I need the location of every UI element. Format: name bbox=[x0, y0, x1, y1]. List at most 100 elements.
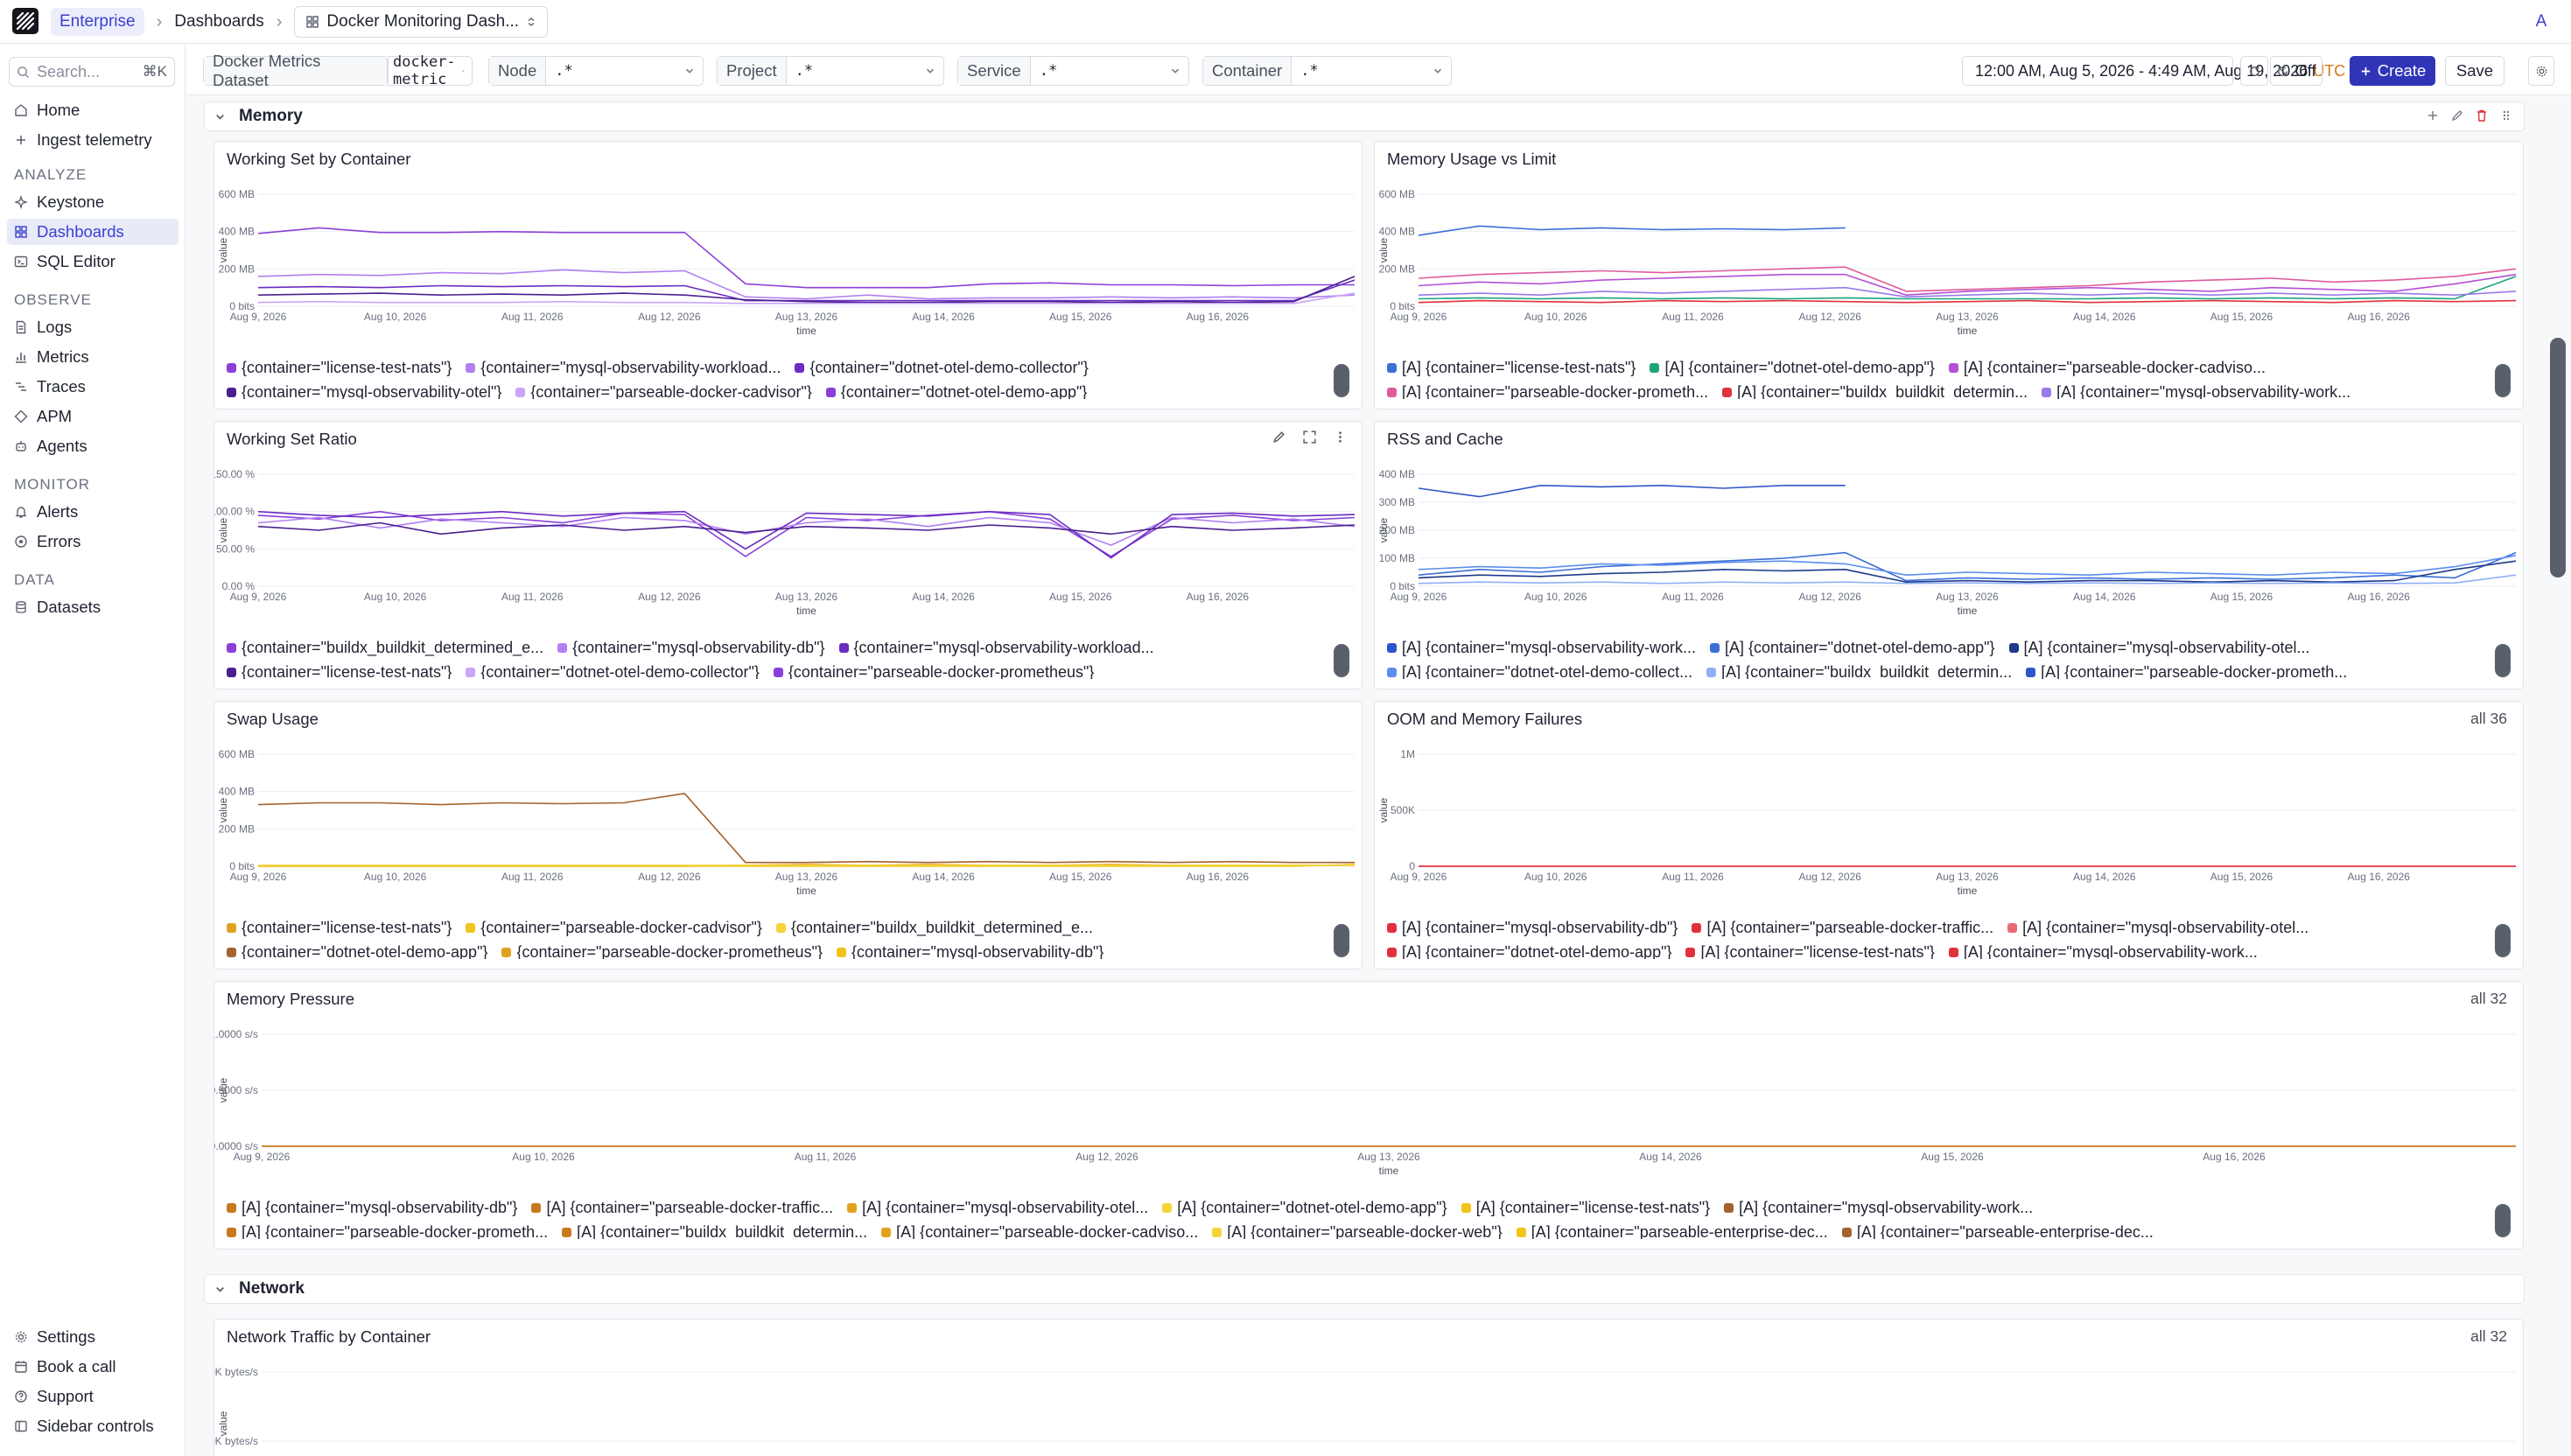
sidebar-item-traces[interactable]: Traces bbox=[7, 374, 179, 400]
legend-scrollbar[interactable] bbox=[2495, 1204, 2511, 1237]
legend-item[interactable]: {container="parseable-docker-prometheus"… bbox=[773, 663, 1094, 679]
legend-item[interactable]: {container="mysql-observability-otel"} bbox=[227, 383, 501, 399]
avatar[interactable]: A bbox=[2535, 12, 2547, 31]
legend-item[interactable]: [A] {container="buildx_buildkit_determin… bbox=[1722, 383, 2028, 399]
legend-item[interactable]: [A] {container="parseable-docker-cadviso… bbox=[1948, 359, 2266, 377]
legend-item[interactable]: [A] {container="mysql-observability-work… bbox=[1948, 943, 2258, 959]
legend-item[interactable]: {container="license-test-nats"} bbox=[227, 359, 452, 377]
dashboard-selector[interactable]: Docker Monitoring Dash... bbox=[294, 6, 549, 38]
legend-scrollbar[interactable] bbox=[1334, 924, 1349, 957]
project-filter[interactable]: Project .* bbox=[717, 56, 944, 86]
sidebar-item-datasets[interactable]: Datasets bbox=[7, 594, 179, 620]
legend-item[interactable]: [A] {container="mysql-observability-db"} bbox=[227, 1199, 517, 1217]
sidebar-item-alerts[interactable]: Alerts bbox=[7, 499, 179, 525]
sidebar-item-dashboards[interactable]: Dashboards bbox=[7, 219, 179, 245]
series-count[interactable]: all 32 bbox=[2470, 990, 2507, 1007]
legend-item[interactable]: {container="dotnet-otel-demo-collector"} bbox=[795, 359, 1089, 377]
sidebar-item-settings[interactable]: Settings bbox=[7, 1324, 179, 1350]
legend-scrollbar[interactable] bbox=[2495, 924, 2511, 957]
sidebar-item-sidebar-controls[interactable]: Sidebar controls bbox=[7, 1413, 179, 1439]
legend-item[interactable]: {container="mysql-observability-db"} bbox=[836, 943, 1103, 959]
sidebar-item-metrics[interactable]: Metrics bbox=[7, 344, 179, 370]
legend-item[interactable]: [A] {container="mysql-observability-work… bbox=[1724, 1199, 2033, 1217]
edit-icon[interactable] bbox=[1271, 430, 1286, 444]
legend-item[interactable]: [A] {container="mysql-observability-otel… bbox=[847, 1199, 1148, 1217]
dataset-select[interactable]: docker-metric bbox=[388, 53, 473, 88]
legend-scrollbar[interactable] bbox=[2495, 364, 2511, 397]
legend-item[interactable]: [A] {container="parseable-docker-cadviso… bbox=[881, 1223, 1198, 1239]
legend-item[interactable]: [A] {container="mysql-observability-otel… bbox=[2007, 919, 2308, 937]
legend-item[interactable]: {container="dotnet-otel-demo-app"} bbox=[227, 943, 487, 959]
save-button[interactable]: Save bbox=[2445, 56, 2504, 86]
legend-item[interactable]: {container="dotnet-otel-demo-app"} bbox=[825, 383, 1087, 399]
app-logo-icon[interactable] bbox=[12, 8, 39, 34]
breadcrumb-dashboards[interactable]: Dashboards bbox=[174, 12, 264, 31]
legend-item[interactable]: [A] {container="parseable-docker-prometh… bbox=[227, 1223, 548, 1239]
legend-item[interactable]: {container="mysql-observability-db"} bbox=[557, 639, 825, 657]
legend-item[interactable]: [A] {container="mysql-observability-work… bbox=[2042, 383, 2350, 399]
page-scrollbar[interactable] bbox=[2550, 338, 2566, 578]
more-icon[interactable] bbox=[1333, 430, 1348, 444]
legend-item[interactable]: [A] {container="parseable-docker-traffic… bbox=[1692, 919, 1993, 937]
section-memory[interactable]: Memory bbox=[204, 102, 2525, 131]
expand-icon[interactable] bbox=[1302, 430, 1317, 444]
legend-item[interactable]: {container="parseable-docker-cadvisor"} bbox=[466, 919, 762, 937]
legend-item[interactable]: [A] {container="buildx_buildkit_determin… bbox=[1706, 663, 2012, 679]
auto-refresh-toggle[interactable]: Off bbox=[2270, 56, 2322, 86]
legend-item[interactable]: [A] {container="mysql-observability-work… bbox=[1387, 639, 1696, 657]
legend-item[interactable]: [A] {container="dotnet-otel-demo-app"} bbox=[1387, 943, 1671, 959]
node-filter[interactable]: Node .* bbox=[488, 56, 704, 86]
legend-item[interactable]: {container="buildx_buildkit_determined_e… bbox=[227, 639, 543, 657]
legend-item[interactable]: [A] {container="parseable-docker-prometh… bbox=[2026, 663, 2347, 679]
sidebar-item-book-a-call[interactable]: Book a call bbox=[7, 1354, 179, 1380]
legend-item[interactable]: [A] {container="dotnet-otel-demo-app"} bbox=[1710, 639, 1995, 657]
legend-item[interactable]: [A] {container="dotnet-otel-demo-app"} bbox=[1162, 1199, 1447, 1217]
dataset-filter[interactable]: Docker Metrics Dataset bbox=[203, 52, 389, 89]
legend-item[interactable]: {container="mysql-observability-workload… bbox=[466, 359, 781, 377]
legend-item[interactable]: [A] {container="mysql-observability-db"} bbox=[1387, 919, 1678, 937]
sidebar-item-agents[interactable]: Agents bbox=[7, 433, 179, 459]
legend-scrollbar[interactable] bbox=[2495, 644, 2511, 677]
sidebar-item-keystone[interactable]: Keystone bbox=[7, 189, 179, 215]
settings-button[interactable] bbox=[2528, 56, 2554, 86]
legend-item[interactable]: [A] {container="parseable-docker-prometh… bbox=[1387, 383, 1708, 399]
legend-item[interactable]: {container="buildx_buildkit_determined_e… bbox=[775, 919, 1093, 937]
sidebar-item-ingest-telemetry[interactable]: Ingest telemetry bbox=[7, 127, 179, 153]
legend-item[interactable]: {container="license-test-nats"} bbox=[227, 919, 452, 937]
refresh-button[interactable] bbox=[2240, 56, 2268, 86]
legend-item[interactable]: [A] {container="dotnet-otel-demo-collect… bbox=[1387, 663, 1692, 679]
legend-item[interactable]: [A] {container="dotnet-otel-demo-app"} bbox=[1650, 359, 1935, 377]
container-filter[interactable]: Container .* bbox=[1202, 56, 1452, 86]
legend-item[interactable]: [A] {container="license-test-nats"} bbox=[1387, 359, 1636, 377]
sidebar-item-home[interactable]: Home bbox=[7, 97, 179, 123]
create-button[interactable]: Create bbox=[2350, 56, 2435, 86]
legend-scrollbar[interactable] bbox=[1334, 364, 1349, 397]
sidebar-item-sql-editor[interactable]: SQL Editor bbox=[7, 248, 179, 275]
legend-item[interactable]: [A] {container="license-test-nats"} bbox=[1685, 943, 1935, 959]
drag-handle-icon[interactable] bbox=[2499, 108, 2513, 122]
section-network[interactable]: Network bbox=[204, 1274, 2525, 1304]
workspace-badge[interactable]: Enterprise bbox=[51, 8, 144, 36]
series-count[interactable]: all 36 bbox=[2470, 710, 2507, 727]
edit-icon[interactable] bbox=[2450, 108, 2464, 122]
sidebar-item-apm[interactable]: APM bbox=[7, 403, 179, 430]
series-count[interactable]: all 32 bbox=[2470, 1327, 2507, 1345]
sidebar-item-logs[interactable]: Logs bbox=[7, 314, 179, 340]
legend-item[interactable]: [A] {container="parseable-enterprise-dec… bbox=[1516, 1223, 1828, 1239]
legend-scrollbar[interactable] bbox=[1334, 644, 1349, 677]
legend-item[interactable]: [A] {container="parseable-enterprise-dec… bbox=[1841, 1223, 2154, 1239]
sidebar-item-support[interactable]: Support bbox=[7, 1383, 179, 1410]
legend-item[interactable]: [A] {container="license-test-nats"} bbox=[1461, 1199, 1710, 1217]
legend-item[interactable]: [A] {container="mysql-observability-otel… bbox=[2008, 639, 2310, 657]
legend-item[interactable]: [A] {container="parseable-docker-traffic… bbox=[531, 1199, 833, 1217]
service-filter[interactable]: Service .* bbox=[957, 56, 1189, 86]
legend-item[interactable]: [A] {container="parseable-docker-web"} bbox=[1212, 1223, 1503, 1239]
legend-item[interactable]: [A] {container="buildx_buildkit_determin… bbox=[562, 1223, 867, 1239]
search-input[interactable]: Search... ⌘K bbox=[9, 57, 175, 87]
legend-item[interactable]: {container="parseable-docker-cadvisor"} bbox=[515, 383, 812, 399]
legend-item[interactable]: {container="license-test-nats"} bbox=[227, 663, 452, 679]
delete-icon[interactable] bbox=[2475, 108, 2489, 122]
legend-item[interactable]: {container="dotnet-otel-demo-collector"} bbox=[466, 663, 760, 679]
time-range-picker[interactable]: 12:00 AM, Aug 5, 2026 - 4:49 AM, Aug 19,… bbox=[1962, 56, 2345, 86]
sidebar-item-errors[interactable]: Errors bbox=[7, 528, 179, 555]
